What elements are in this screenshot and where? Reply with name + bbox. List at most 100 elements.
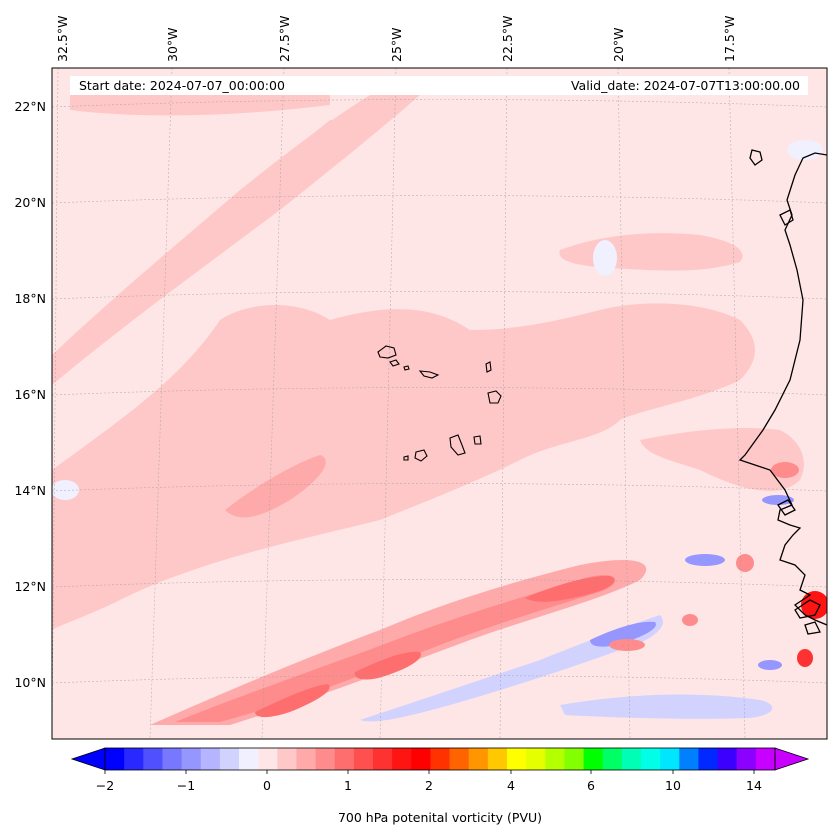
pv-region-top-strip [70,95,330,116]
colorbar-segment [219,748,240,770]
colorbar: −2 −1 0 1 2 4 6 10 14 700 hPa potenital … [70,747,810,825]
valid-date-label: Valid_date: 2024-07-07T13:00:00.00 [571,78,800,93]
colorbar-segment [507,748,527,770]
pv-region-central [52,303,755,630]
pv-negative-band-core [590,621,656,647]
lat-label: 16°N [14,387,46,402]
colorbar-segment [162,748,183,770]
graticule [52,68,827,739]
colorbar-segment [124,748,144,770]
colorbar-tick-label: −2 [96,778,114,793]
island-sao-vicente [389,359,400,367]
lat-label: 22°N [14,99,46,114]
colorbar-segment [334,748,355,770]
pv-positive-spot-3 [797,649,813,667]
pv-negative-spot-4 [787,140,823,160]
colorbar-tick-label: 0 [263,778,271,793]
island-santa-luzia [403,365,410,371]
colorbar-ticks [104,770,755,774]
colorbar-segment [468,748,489,770]
island-fogo [414,449,428,462]
pv-positive-spot-2 [609,639,645,651]
colorbar-segment [449,748,470,770]
colorbar-segment [736,748,757,770]
lon-label: 22.5°W [500,16,515,62]
lon-label: 32.5°W [55,16,70,62]
colorbar-tick-label: 1 [344,778,352,793]
colorbar-segments [105,748,776,770]
colorbar-segment [392,748,412,770]
colorbar-segment [679,748,699,770]
pv-negative-spot-2 [758,660,782,670]
colorbar-segment [239,748,259,770]
lat-label: 18°N [14,291,46,306]
colorbar-segment [373,748,393,770]
colorbar-segment [353,748,374,770]
colorbar-tick-label: −1 [177,778,195,793]
colorbar-segment [602,748,623,770]
colorbar-segment [411,748,431,770]
colorbar-segment [430,748,451,770]
colorbar-segment [105,748,125,770]
cape-verde-islands [377,345,502,462]
pv-negative-band-south [560,694,773,719]
longitude-labels: 32.5°W 30°W 27.5°W 25°W 22.5°W 20°W 17.5… [55,16,737,62]
colorbar-tick-label: 2 [425,778,433,793]
island-santiago [449,434,466,456]
colorbar-frame [104,747,776,771]
map-frame [51,67,828,740]
african-coastline [738,149,827,635]
pv-band-upper-blob [225,455,326,518]
pv-region-east-coast [640,428,804,491]
colorbar-segment [698,748,719,770]
colorbar-segment [258,748,278,770]
lon-label: 27.5°W [277,16,292,62]
pv-positive-spot-4 [771,462,799,478]
lat-label: 12°N [14,579,46,594]
pv-band-core-east [525,575,615,602]
colorbar-segment [277,748,297,770]
island-maio [473,435,482,445]
colorbar-segment [717,748,738,770]
colorbar-tick-label: 14 [746,778,762,793]
latitude-labels: 22°N 20°N 18°N 16°N 14°N 12°N 10°N [14,99,46,690]
pv-negative-spot-3 [762,495,794,505]
pv-band-mid [175,575,616,722]
colorbar-segment [621,748,642,770]
pv-band-core-mid [354,651,421,680]
pv-negative-spot-6 [52,480,79,500]
colorbar-tick-label: 4 [507,778,515,793]
lon-label: 25°W [389,27,404,62]
colorbar-segment [315,748,336,770]
colorbar-tick-label: 10 [665,778,681,793]
map-panel [52,68,827,739]
colorbar-segment [143,748,163,770]
colorbar-segment [564,748,585,770]
colorbar-segment [487,748,508,770]
island-sao-nicolau [418,370,440,379]
lat-label: 20°N [14,195,46,210]
colorbar-segment [660,748,680,770]
pv-band-core-west [255,684,330,718]
pv-negative-band [360,615,664,722]
pv-positive-spot-5 [801,591,827,619]
colorbar-under-arrow [70,747,106,771]
island-brava [403,455,409,461]
lon-label: 20°W [611,27,626,62]
pv-region-northwest-band [52,95,420,385]
lat-label: 14°N [14,483,46,498]
pv-negative-spot-5 [593,240,617,276]
colorbar-segment [200,748,221,770]
colorbar-segment [583,748,604,770]
date-header-box [70,76,808,95]
colorbar-segment [181,748,202,770]
island-boa-vista [487,390,502,404]
colorbar-segment [755,748,776,770]
island-santo-antao [377,345,397,359]
colorbar-segment [641,748,661,770]
island-sal [485,361,492,373]
pv-positive-spot-1 [736,554,754,572]
colorbar-segment [545,748,565,770]
lat-label: 10°N [14,675,46,690]
pv-region-north-streak [180,120,345,260]
